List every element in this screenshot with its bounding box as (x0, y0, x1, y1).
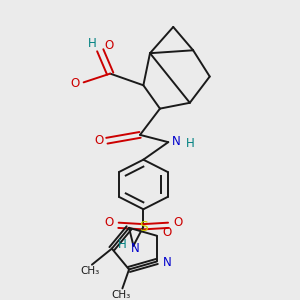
Text: O: O (104, 216, 113, 229)
Text: CH₃: CH₃ (111, 290, 130, 300)
Text: N: N (172, 135, 181, 148)
Text: N: N (131, 242, 140, 255)
Text: O: O (163, 226, 172, 239)
Text: CH₃: CH₃ (81, 266, 100, 276)
Text: O: O (174, 216, 183, 229)
Text: O: O (94, 134, 103, 147)
Text: H: H (88, 38, 96, 50)
Text: N: N (163, 256, 172, 269)
Text: O: O (104, 39, 113, 52)
Text: H: H (185, 136, 194, 149)
Text: O: O (71, 77, 80, 90)
Text: H: H (117, 238, 126, 251)
Text: S: S (139, 220, 148, 234)
